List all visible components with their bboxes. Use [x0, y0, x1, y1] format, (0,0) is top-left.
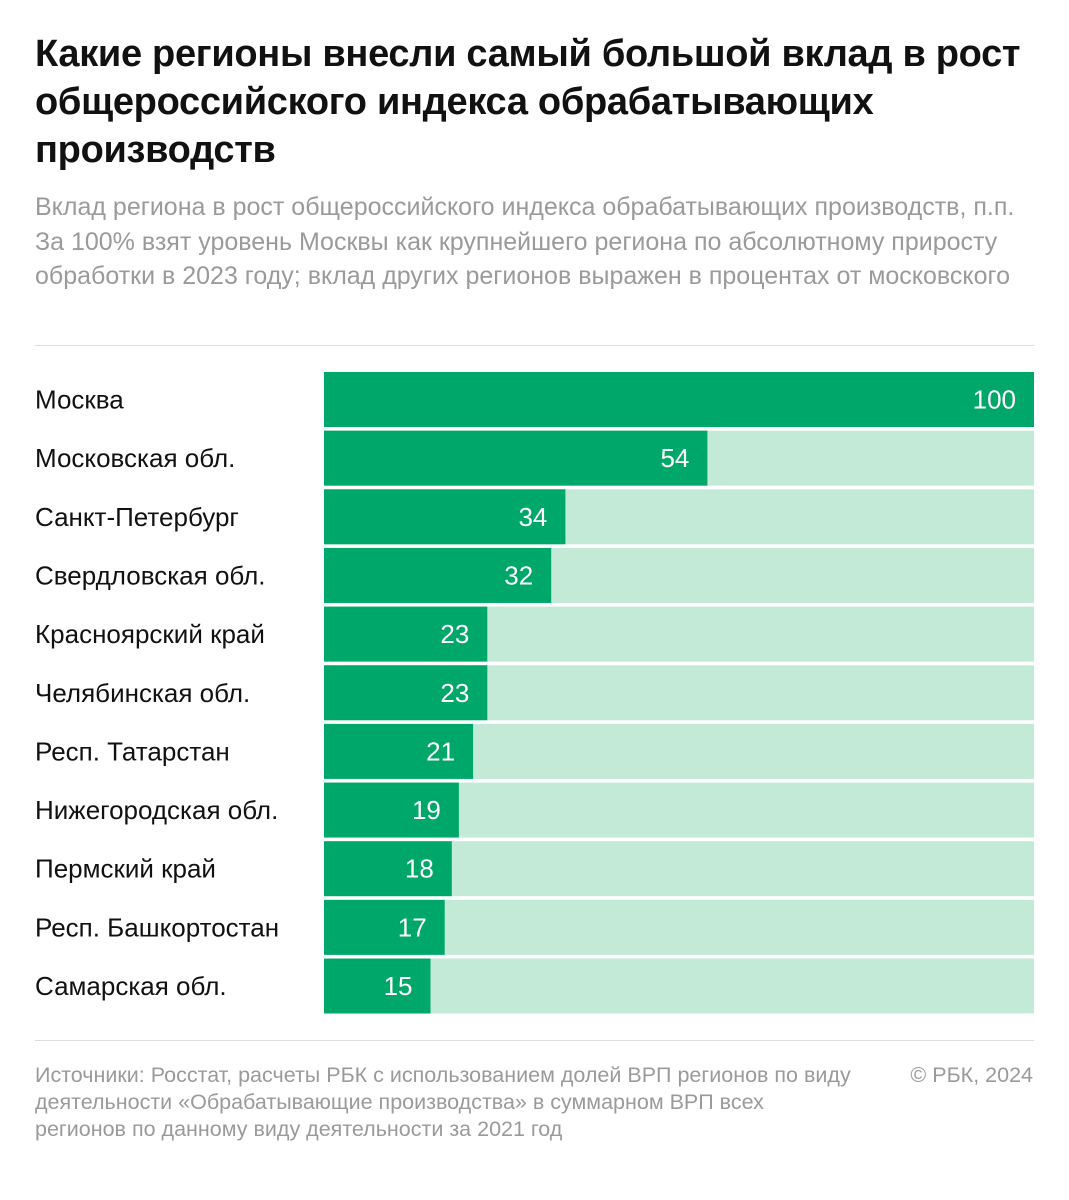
data-label: 34	[518, 502, 547, 532]
category-label: Московская обл.	[35, 443, 235, 473]
data-label: 23	[440, 619, 469, 649]
category-label: Пермский край	[35, 854, 216, 884]
divider-bottom	[35, 1040, 1034, 1041]
bar	[324, 899, 445, 955]
data-label: 54	[660, 443, 689, 473]
category-label: Красноярский край	[35, 619, 265, 649]
source-note: Источники: Росстат, расчеты РБК с исполь…	[35, 1063, 851, 1141]
bar	[324, 372, 1034, 427]
category-label: Самарская обл.	[35, 971, 227, 1001]
chart-subtitle: Вклад региона в рост общероссийского инд…	[35, 193, 1015, 290]
bar	[324, 665, 488, 721]
category-label: Нижегородская обл.	[35, 795, 278, 825]
data-label: 17	[398, 912, 427, 942]
category-label: Свердловская обл.	[35, 560, 266, 590]
data-label: 21	[426, 736, 455, 766]
data-label: 15	[384, 971, 413, 1001]
category-label: Санкт-Петербург	[35, 502, 239, 532]
divider-top	[35, 345, 1034, 346]
data-label: 100	[973, 385, 1016, 415]
category-label: Челябинская обл.	[35, 678, 250, 708]
bar	[324, 489, 566, 545]
bar	[324, 430, 708, 486]
bar-track	[324, 958, 1034, 1014]
copyright: © РБК, 2024	[910, 1063, 1033, 1087]
category-label: Москва	[35, 385, 124, 415]
data-label: 32	[504, 560, 533, 590]
bar	[324, 841, 452, 897]
bar	[324, 958, 431, 1014]
category-label: Респ. Башкортостан	[35, 912, 279, 942]
bar-chart: Москва 100 Московская обл. 54 Санкт-Петербур…	[35, 372, 1034, 1014]
bar	[324, 723, 474, 779]
bar	[324, 606, 488, 662]
category-label: Респ. Татарстан	[35, 736, 230, 766]
bar	[324, 782, 459, 838]
data-label: 23	[440, 678, 469, 708]
bar	[324, 547, 552, 603]
chart-title: Какие регионы внесли самый большой вклад…	[35, 33, 1021, 171]
data-label: 19	[412, 795, 441, 825]
data-label: 18	[405, 854, 434, 884]
